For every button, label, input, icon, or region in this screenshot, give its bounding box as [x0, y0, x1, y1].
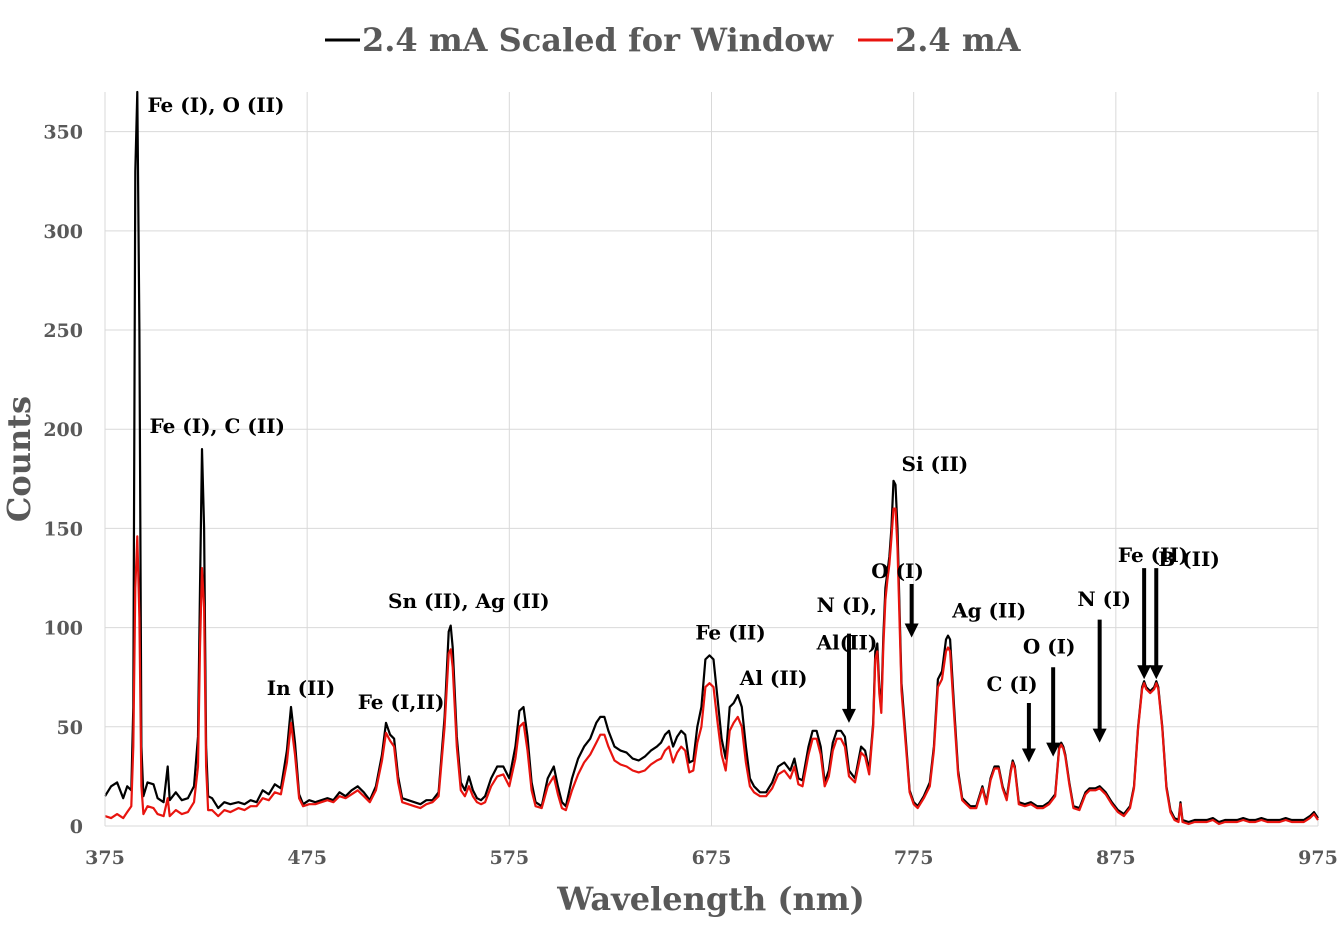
element-annotation: Fe (I,II) — [358, 690, 445, 714]
y-tick-label: 100 — [43, 618, 83, 640]
element-annotation: Fe (II) — [1118, 543, 1188, 567]
x-tick-label: 575 — [489, 847, 529, 869]
element-annotation: N (I), — [817, 593, 878, 617]
legend-label-raw: 2.4 mA — [895, 21, 1022, 59]
y-tick-label: 0 — [70, 816, 83, 838]
annotation-arrow-head — [1137, 665, 1152, 680]
series-line-scaled — [104, 90, 1319, 824]
x-tick-label: 875 — [1096, 847, 1136, 869]
x-tick-label: 375 — [85, 847, 125, 869]
y-tick-label: 50 — [57, 717, 83, 739]
element-annotation: Ag (II) — [951, 599, 1026, 623]
element-annotation: C (I) — [986, 672, 1037, 696]
element-annotation: Si (II) — [902, 452, 969, 476]
series-layer — [104, 90, 1319, 826]
x-tick-label: 475 — [287, 847, 327, 869]
x-tick-label: 775 — [894, 847, 934, 869]
element-annotation: Fe (I), C (II) — [149, 414, 285, 438]
annotation-arrow-head — [841, 708, 856, 723]
x-tick-label: 975 — [1298, 847, 1338, 869]
y-tick-label: 350 — [43, 122, 83, 144]
element-annotation: Fe (II) — [695, 621, 765, 645]
x-tick-label: 675 — [692, 847, 732, 869]
element-annotation: In (II) — [267, 676, 336, 700]
annotation-arrow-head — [1092, 728, 1107, 743]
element-annotation: O (I) — [1023, 634, 1076, 658]
annotation-arrow-head — [1021, 748, 1036, 763]
element-annotation: Sn (II), Ag (II) — [388, 589, 550, 613]
x-axis-title: Wavelength (nm) — [556, 880, 865, 918]
y-axis-title: Counts — [0, 396, 38, 522]
annotation-arrows — [841, 568, 1164, 763]
element-annotation: N (I) — [1077, 587, 1131, 611]
annotation-arrow-head — [1046, 742, 1061, 757]
element-annotation: Al(II) — [816, 630, 878, 654]
annotation-arrow-head — [904, 623, 919, 638]
annotation-arrow-head — [1149, 665, 1164, 680]
grid — [105, 92, 1319, 826]
element-annotation: Al (II) — [739, 666, 808, 690]
series-line-raw — [104, 507, 1319, 826]
legend-label-scaled: 2.4 mA Scaled for Window — [362, 21, 835, 59]
axes: 0 50 100 150 200 250 300 350 375 475 575 675 775 875 9… — [43, 92, 1338, 869]
element-annotation: B (II) — [1158, 547, 1220, 571]
annotations: Fe (I), O (II) Fe (I), C (II) In (II) Fe (I… — [147, 93, 1219, 714]
y-tick-label: 200 — [43, 419, 83, 441]
y-tick-label: 300 — [43, 221, 83, 243]
element-annotation: O (I) — [871, 559, 924, 583]
y-tick-label: 250 — [43, 320, 83, 342]
legend: 2.4 mA Scaled for Window 2.4 mA — [325, 21, 1022, 59]
y-tick-label: 150 — [43, 518, 83, 540]
element-annotation: Fe (I), O (II) — [147, 93, 284, 117]
